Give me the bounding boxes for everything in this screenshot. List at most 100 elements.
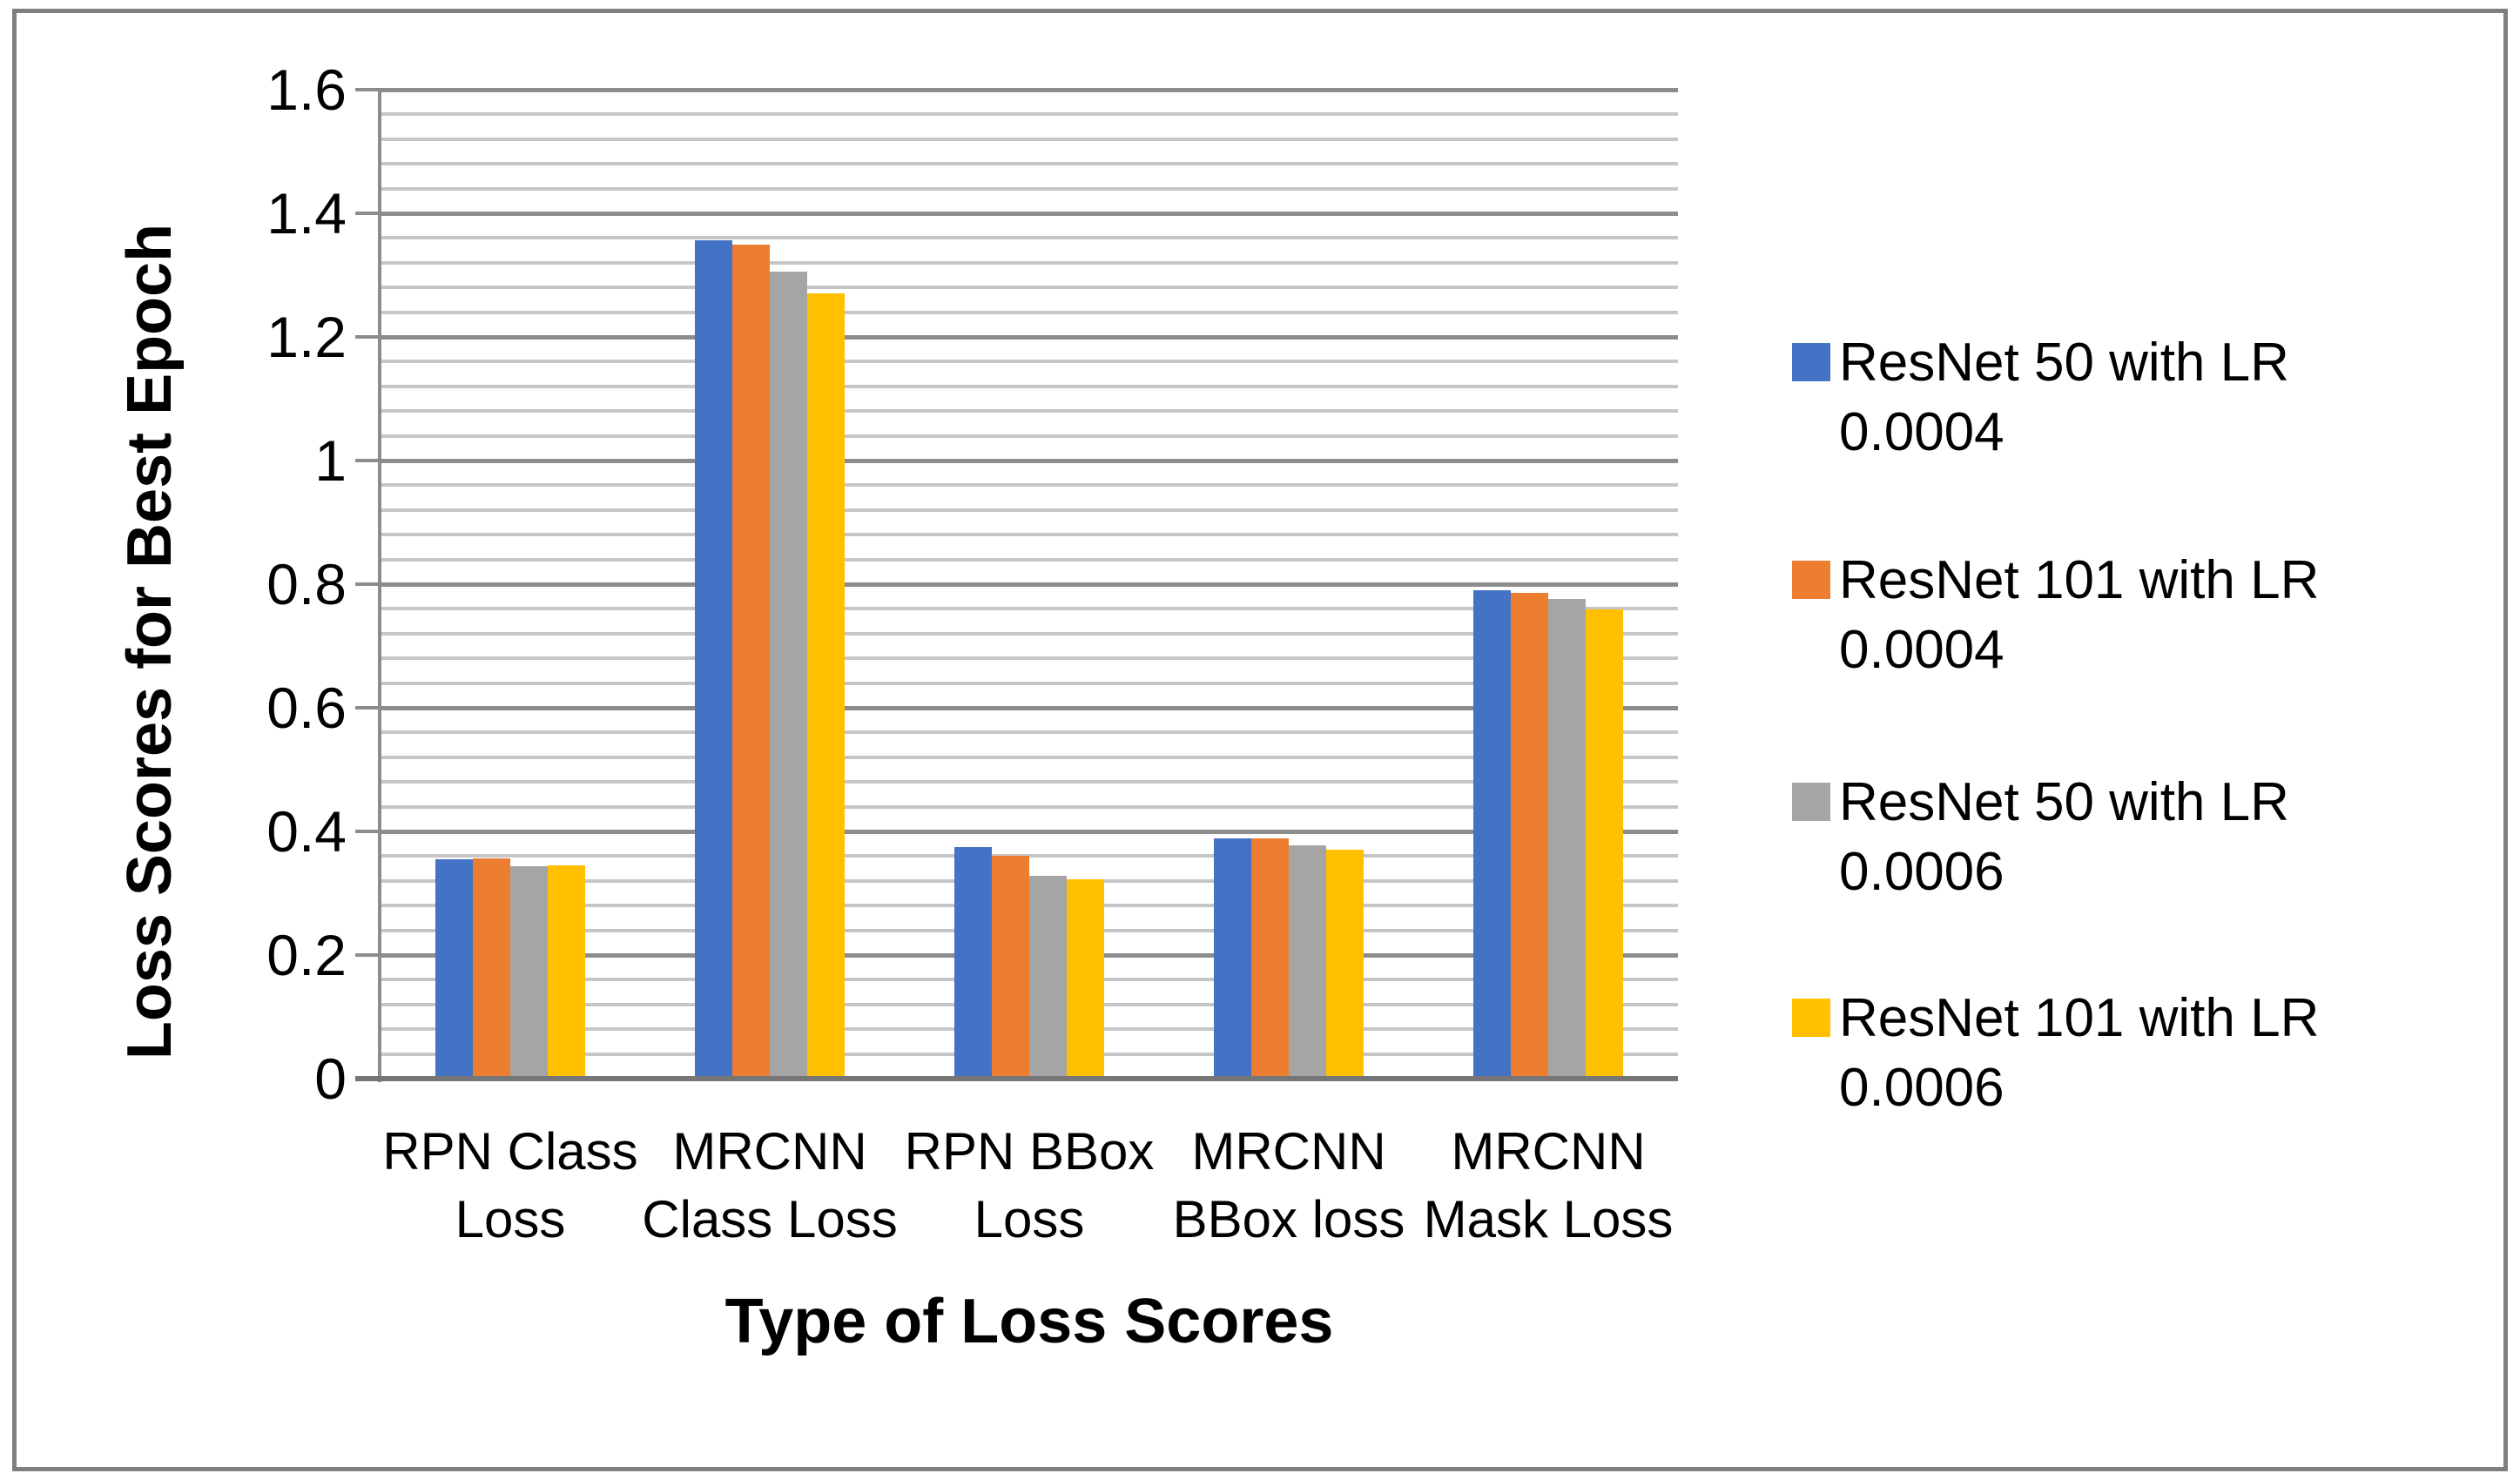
bar <box>510 866 548 1079</box>
minor-gridline <box>381 112 1678 117</box>
bar <box>1289 845 1326 1079</box>
x-axis-category-label-line: BBox loss <box>1172 1190 1405 1248</box>
y-axis-tick-mark <box>355 582 381 586</box>
x-axis-category-label: MRCNN BBox loss <box>1159 1118 1418 1254</box>
bar <box>1214 838 1251 1079</box>
legend-label: ResNet 101 with LR 0.0004 <box>1839 546 2449 685</box>
y-axis-tick-label: 1.6 <box>266 57 347 122</box>
x-axis-category-label: RPN Class Loss <box>381 1118 640 1254</box>
y-axis-tick-mark <box>355 830 381 833</box>
y-axis-tick-label: 0.8 <box>266 552 347 616</box>
legend-label: ResNet 50 with LR 0.0006 <box>1839 768 2449 907</box>
x-axis-baseline <box>355 1076 1678 1081</box>
minor-gridline <box>381 260 1678 265</box>
minor-gridline <box>381 681 1678 685</box>
major-gridline <box>381 706 1678 710</box>
legend-swatch <box>1792 343 1830 381</box>
minor-gridline <box>381 310 1678 314</box>
legend-label: ResNet 101 with LR 0.0006 <box>1839 984 2449 1123</box>
y-axis-tick-label: 1 <box>314 428 347 493</box>
x-axis-category-label-line: MRCNN <box>1191 1122 1386 1181</box>
x-axis-category-label: RPN BBox Loss <box>900 1118 1159 1254</box>
y-axis-tick-label: 0 <box>314 1046 347 1111</box>
bar <box>1251 838 1289 1079</box>
x-axis-category-label-line: Class Loss <box>642 1190 898 1248</box>
bar <box>992 855 1029 1079</box>
major-gridline <box>381 459 1678 463</box>
y-axis-line <box>378 90 381 1082</box>
minor-gridline <box>381 360 1678 364</box>
x-axis-category-label-line: RPN Class <box>382 1122 638 1181</box>
x-axis-category-label-line: Loss <box>974 1190 1085 1248</box>
minor-gridline <box>381 607 1678 611</box>
major-gridline <box>381 212 1678 216</box>
minor-gridline <box>381 557 1678 562</box>
legend-swatch <box>1792 999 1830 1037</box>
major-gridline <box>381 88 1678 92</box>
bar <box>435 858 473 1079</box>
bar <box>1029 876 1067 1079</box>
legend-swatch <box>1792 783 1830 821</box>
bar <box>1548 599 1586 1079</box>
y-axis-tick-mark <box>355 706 381 710</box>
bar <box>1067 878 1104 1079</box>
minor-gridline <box>381 434 1678 438</box>
bar <box>1473 590 1511 1079</box>
y-axis-tick-label: 1.4 <box>266 181 347 246</box>
legend-label: ResNet 50 with LR 0.0004 <box>1839 328 2449 468</box>
legend-label-line: 0.0006 <box>1839 842 2005 902</box>
legend-swatch <box>1792 561 1830 599</box>
minor-gridline <box>381 384 1678 388</box>
plot-area <box>381 88 1678 1079</box>
y-axis-tick-mark <box>355 459 381 462</box>
minor-gridline <box>381 533 1678 537</box>
minor-gridline <box>381 631 1678 636</box>
minor-gridline <box>381 409 1678 414</box>
x-axis-category-label-line: MRCNN <box>1451 1122 1646 1181</box>
major-gridline <box>381 830 1678 834</box>
minor-gridline <box>381 508 1678 512</box>
y-axis-tick-label: 0.2 <box>266 923 347 987</box>
minor-gridline <box>381 162 1678 166</box>
bar <box>548 865 585 1079</box>
legend-label-line: ResNet 101 with LR <box>1839 550 2320 610</box>
x-axis-category-label: MRCNN Class Loss <box>640 1118 900 1254</box>
minor-gridline <box>381 656 1678 661</box>
bar <box>1586 609 1623 1079</box>
y-axis-title: Loss Scores for Best Epoch <box>115 223 185 1060</box>
minor-gridline <box>381 780 1678 784</box>
minor-gridline <box>381 286 1678 290</box>
legend-label-line: ResNet 50 with LR <box>1839 333 2289 393</box>
bar <box>732 244 770 1079</box>
major-gridline <box>381 582 1678 587</box>
minor-gridline <box>381 236 1678 240</box>
bar <box>695 240 732 1079</box>
y-axis-tick-mark <box>355 953 381 957</box>
legend-label-line: 0.0004 <box>1839 620 2005 680</box>
minor-gridline <box>381 730 1678 735</box>
y-axis-tick-label: 1.2 <box>266 305 347 369</box>
x-axis-category-label: MRCNN Mask Loss <box>1418 1118 1678 1254</box>
legend-label-line: 0.0006 <box>1839 1058 2005 1118</box>
bar <box>1326 849 1364 1079</box>
minor-gridline <box>381 804 1678 809</box>
bar <box>1511 592 1548 1079</box>
x-axis-category-label-line: Mask Loss <box>1423 1190 1674 1248</box>
minor-gridline <box>381 186 1678 191</box>
bar <box>473 858 510 1079</box>
bar <box>807 293 845 1079</box>
minor-gridline <box>381 755 1678 759</box>
x-axis-category-label-line: MRCNN <box>672 1122 867 1181</box>
minor-gridline <box>381 137 1678 141</box>
x-axis-category-label-line: RPN BBox <box>904 1122 1155 1181</box>
y-axis-tick-label: 0.4 <box>266 799 347 864</box>
bar <box>770 271 807 1079</box>
minor-gridline <box>381 854 1678 858</box>
y-axis-tick-mark <box>355 88 381 91</box>
x-axis-title: Type of Loss Scores <box>724 1287 1334 1356</box>
legend-label-line: 0.0004 <box>1839 402 2005 462</box>
x-axis-category-label-line: Loss <box>455 1190 566 1248</box>
minor-gridline <box>381 483 1678 488</box>
chart-outer-border <box>12 9 2508 1471</box>
